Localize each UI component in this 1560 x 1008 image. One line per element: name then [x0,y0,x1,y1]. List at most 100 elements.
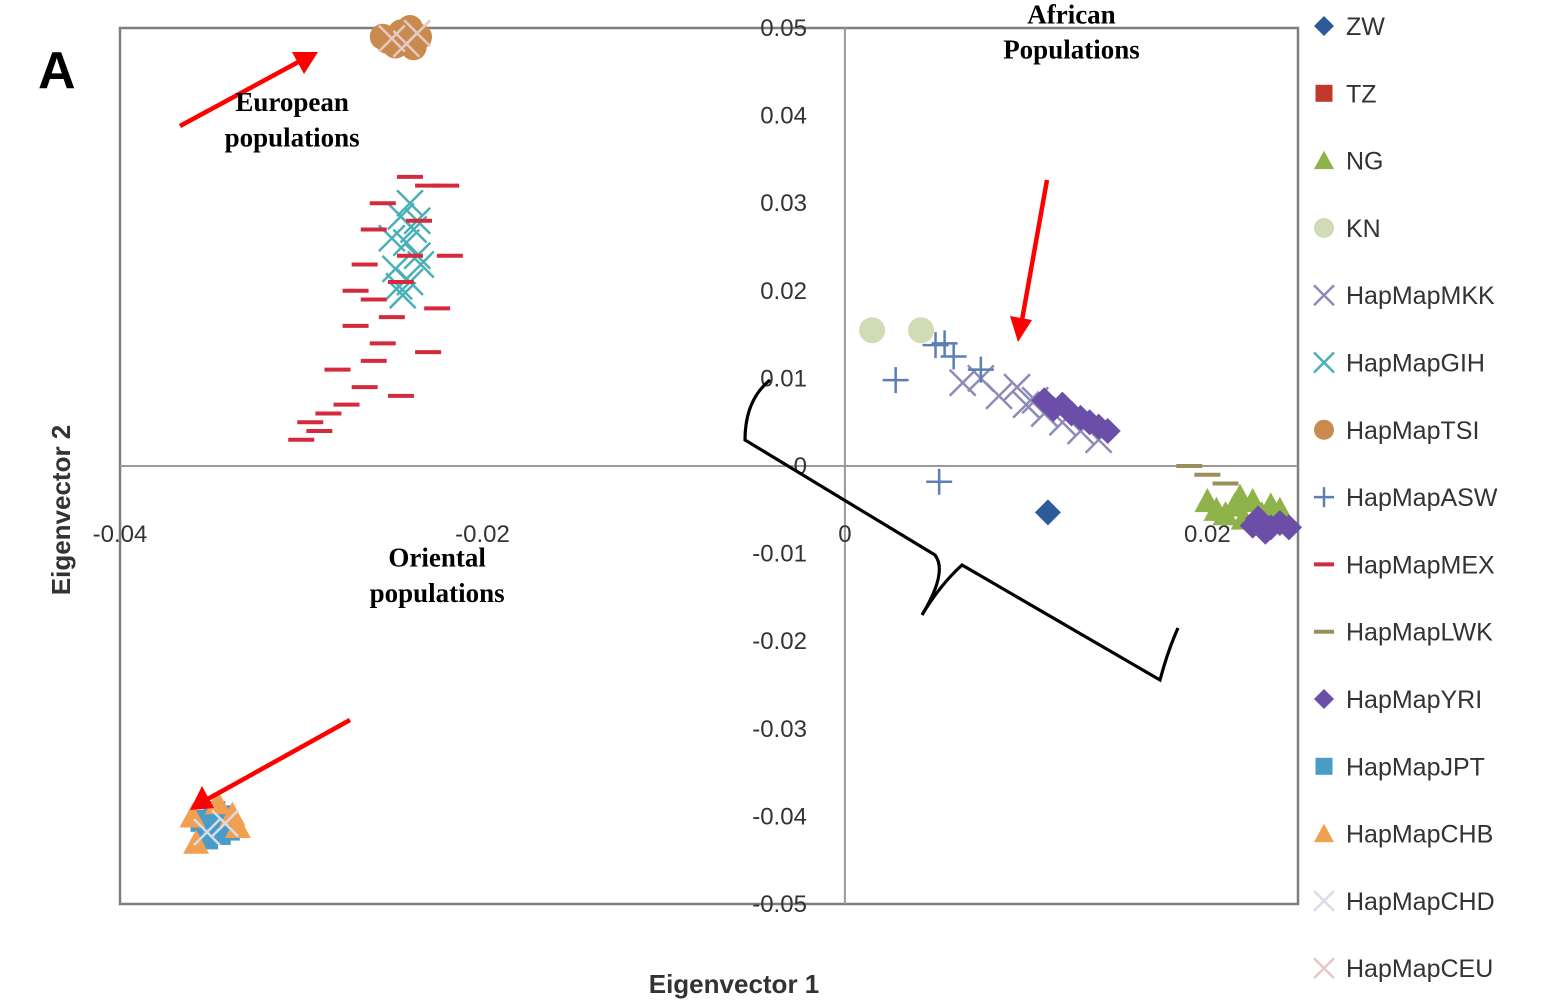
y-tick-label: 0.03 [760,190,807,217]
legend-marker-hapmapceu [1313,957,1335,980]
legend-marker-hapmapasw [1314,487,1334,508]
point-hapmapyri [1239,512,1266,539]
legend-item-hapmapmkk: HapMapMKK [1313,282,1495,310]
legend-marker-hapmapchb [1314,823,1334,843]
y-tick-label: 0.02 [760,278,807,305]
legend-marker-hapmapchd [1313,890,1335,912]
legend-item-kn: KN [1314,215,1381,243]
point-hapmapmkk [1003,373,1031,402]
point-hapmapchb [204,790,231,815]
point-hapmapgih [396,189,424,218]
legend-item-hapmapmex: HapMapMEX [1314,551,1495,579]
annotation-label: Oriental [388,543,486,573]
legend-item-hapmapyri: HapMapYRI [1314,686,1482,714]
series-hapmapchb [179,790,251,854]
point-hapmapasw [967,356,994,383]
legend-marker-kn [1314,217,1334,238]
y-tick-labels: 0.050.040.030.020.010-0.01-0.02-0.03-0.0… [752,15,807,918]
legend-label: ZW [1346,13,1385,41]
panel-label: A [38,42,76,100]
point-hapmapasw [926,468,953,495]
point-hapmapgih [388,281,417,310]
legend-marker-hapmaptsi [1314,419,1334,440]
point-hapmapgih [385,272,413,301]
series-hapmaplwk [1176,464,1239,486]
point-hapmapmkk [1012,390,1041,419]
legend-label: HapMapTSI [1346,417,1479,445]
point-hapmapchb [224,813,251,838]
legend-marker-hapmapmkk [1313,284,1335,307]
series-hapmapyri [1031,387,1302,545]
annotation-label: European [235,87,349,117]
legend-item-hapmapgih: HapMapGIH [1313,350,1485,378]
legend-label: NG [1346,148,1384,176]
point-hapmapmkk [948,368,977,397]
legend-item-hapmapasw: HapMapASW [1314,484,1498,512]
arrow-african [1019,179,1050,321]
series-hapmapmkk [948,364,1113,454]
annotations: European populations African Populations Ori… [225,0,1140,608]
legend-item-zw: ZW [1314,13,1385,41]
legend-item-hapmapjpt: HapMapJPT [1315,753,1485,781]
point-hapmapchb [179,803,206,828]
y-tick-label: -0.04 [752,803,807,830]
legend-label: HapMapGIH [1346,350,1485,378]
point-hapmapchd [211,809,239,838]
point-hapmapyri [1031,387,1058,414]
y-tick-label: 0.01 [760,365,807,392]
x-tick-label: 0 [838,521,851,548]
arrowhead-oriental [190,786,214,810]
x-tick-label: 0.02 [1184,521,1231,548]
series-hapmapasw [882,330,994,495]
annotation-arrows [178,52,1050,810]
arrow-european [178,58,304,128]
x-axis-title: Eigenvector 1 [649,969,820,999]
african-cluster-brace [743,378,1180,683]
x-tick-label: -0.02 [455,521,510,548]
point-hapmapyri [1275,514,1302,541]
y-tick-label: 0.04 [760,103,807,130]
x-tick-label: -0.04 [93,521,148,548]
point-hapmapceu [403,19,432,48]
legend-item-hapmaptsi: HapMapTSI [1314,417,1479,445]
series-hapmapceu [377,19,432,58]
legend-label: HapMapMEX [1346,551,1495,579]
point-hapmapceu [377,24,406,53]
point-ng [1227,483,1254,508]
point-hapmapasw [882,367,909,394]
annotation-label: populations [225,122,360,152]
annotation-label: Populations [1003,35,1140,65]
y-axis-title: Eigenvector 2 [46,425,76,596]
arrow-oriental [204,718,352,802]
legend-marker-zw [1314,16,1334,36]
legend-marker-ng [1314,150,1334,170]
point-ng [1212,501,1239,526]
point-kn [859,317,886,344]
legend-marker-hapmapgih [1313,351,1335,374]
legend-item-tz: TZ [1315,80,1377,108]
point-hapmaptsi [400,34,427,61]
legend-label: HapMapLWK [1346,619,1493,647]
legend-item-hapmapceu: HapMapCEU [1313,955,1493,983]
series-hapmapchd [193,809,239,847]
legend-item-ng: NG [1314,148,1384,176]
legend-label: HapMapASW [1346,484,1498,512]
legend-item-hapmapchd: HapMapCHD [1313,888,1495,916]
legend-label: HapMapCHD [1346,888,1495,916]
arrowhead-african [1010,316,1032,342]
legend-label: HapMapMKK [1346,282,1495,310]
y-tick-label: -0.01 [752,541,807,568]
legend-label: TZ [1346,80,1377,108]
data-points [179,15,1302,854]
annotation-label: African [1027,0,1115,30]
y-tick-label: 0.05 [760,15,807,42]
legend-item-hapmapchb: HapMapCHB [1314,821,1493,849]
legend: ZW TZ NG KN HapMapMKK HapMapGIH HapMapTSI HapMa… [1313,13,1498,983]
point-hapmapyri [1094,417,1121,444]
arrowhead-european [292,52,318,74]
series-kn [859,317,935,344]
point-zw [1034,499,1061,526]
y-tick-label: -0.02 [752,628,807,655]
series-hapmapmex [288,174,463,442]
